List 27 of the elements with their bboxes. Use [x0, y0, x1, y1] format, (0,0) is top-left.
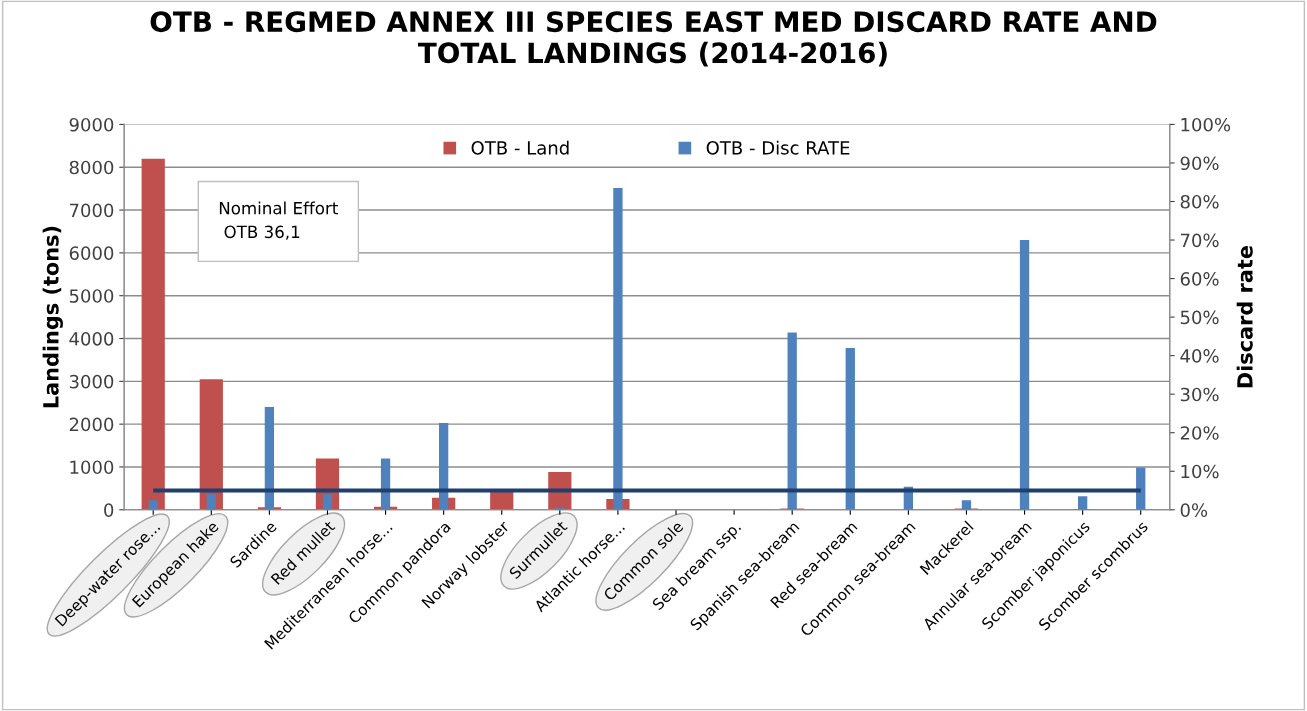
- y2-tick-label: 20%: [1180, 426, 1219, 440]
- annotation: Nominal Effort OTB 36,1: [219, 201, 338, 240]
- y2-tick-label: 90%: [1180, 156, 1219, 171]
- y-tick-label: 3000: [69, 374, 114, 389]
- legend-label: OTB - Land: [471, 140, 569, 155]
- y-tick-label: 0: [104, 503, 114, 517]
- y2-tick-label: 0%: [1180, 503, 1208, 517]
- y-axis-title: Landings (tons): [42, 226, 63, 408]
- y2-tick-label: 50%: [1180, 310, 1219, 325]
- chart-title: OTB - REGMED ANNEX III SPECIES EAST MED DISCARD RATE AND TOTAL LANDINGS (2014-2016): [150, 11, 1157, 67]
- y-tick-label: 4000: [69, 331, 114, 346]
- y2-tick-label: 100%: [1181, 117, 1231, 132]
- y2-axis-title: Discard rate: [1236, 246, 1253, 388]
- y-tick-label: 9000: [69, 117, 114, 132]
- y2-tick-label: 80%: [1180, 194, 1219, 209]
- y-tick-label: 8000: [69, 160, 114, 175]
- y2-tick-label: 10%: [1181, 464, 1219, 479]
- y-tick-label: 2000: [69, 417, 114, 432]
- y2-tick-label: 70%: [1180, 233, 1219, 248]
- y-tick-label: 1000: [70, 460, 114, 475]
- y2-tick-label: 30%: [1180, 387, 1219, 402]
- y-tick-label: 7000: [69, 203, 114, 218]
- y2-tick-label: 60%: [1180, 272, 1219, 286]
- legend-label: OTB - Disc RATE: [706, 140, 850, 155]
- y-tick-label: 6000: [69, 246, 114, 260]
- y-tick-label: 5000: [69, 289, 114, 303]
- y2-tick-label: 40%: [1180, 349, 1219, 363]
